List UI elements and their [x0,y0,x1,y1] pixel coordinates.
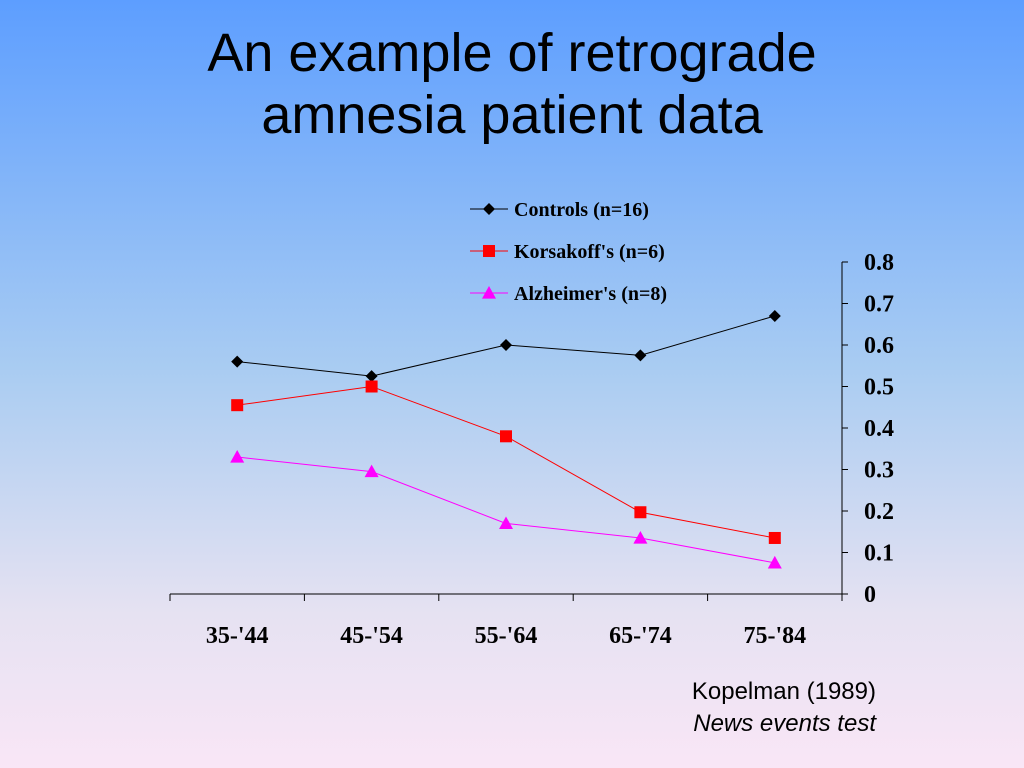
series-line [237,456,775,564]
x-tick-label: 65-'74 [609,623,672,649]
title-line-1: An example of retrograde [207,23,817,83]
slide-title: An example of retrograde amnesia patient… [0,22,1024,146]
x-tick-label: 35-'44 [206,623,269,649]
x-tick-label: 55-'64 [475,623,538,649]
data-point-square [634,506,647,519]
legend-label: Korsakoff's (n=6) [514,241,665,263]
data-point-triangle [230,450,245,463]
y-tick-label: 0.4 [864,416,894,442]
data-point-diamond [231,355,244,368]
chart-legend: Controls (n=16) Korsakoff's (n=6) Alzheime… [470,199,667,305]
data-point-square [500,430,512,443]
citation-test-name: News events test [693,710,876,737]
data-point-triangle [767,555,782,569]
y-tick-label: 0.8 [864,250,894,276]
series-square [231,380,781,544]
legend-marker-square [483,245,495,257]
y-tick-label: 0.3 [864,458,894,484]
y-tick-label: 0.7 [864,292,894,318]
x-tick-label: 45-'54 [340,623,403,649]
series-line [237,385,775,539]
data-point-diamond [500,339,512,351]
data-point-triangle [499,516,513,530]
y-tick-label: 0.2 [864,499,894,525]
title-line-2: amnesia patient data [261,85,763,145]
y-tick-label: 0.1 [864,541,894,567]
data-point-diamond [634,349,647,362]
legend-marker-diamond [483,203,495,215]
data-point-square [231,399,244,412]
y-tick-label: 0.5 [864,375,894,401]
chart-series [230,309,782,569]
series-diamond [231,309,781,383]
legend-marker-triangle [482,286,496,299]
x-tick-label: 75-'84 [743,623,806,649]
data-point-diamond [768,309,781,322]
data-point-triangle [364,464,379,478]
series-triangle [230,450,782,569]
y-tick-label: 0 [864,582,876,608]
legend-label: Alzheimer's (n=8) [514,283,667,305]
legend-label: Controls (n=16) [514,199,649,221]
data-point-diamond [365,370,378,383]
data-point-triangle [633,530,648,544]
citation: Kopelman (1989) News events test [560,676,876,740]
chart-axes: 35-'44 45-'54 55-'64 65-'74 75-'84 0 0.1 0.2 0.3… [169,250,894,649]
y-tick-label: 0.6 [864,333,894,359]
data-point-square [768,531,781,544]
data-point-square [365,380,378,393]
citation-source: Kopelman (1989) [691,678,876,705]
